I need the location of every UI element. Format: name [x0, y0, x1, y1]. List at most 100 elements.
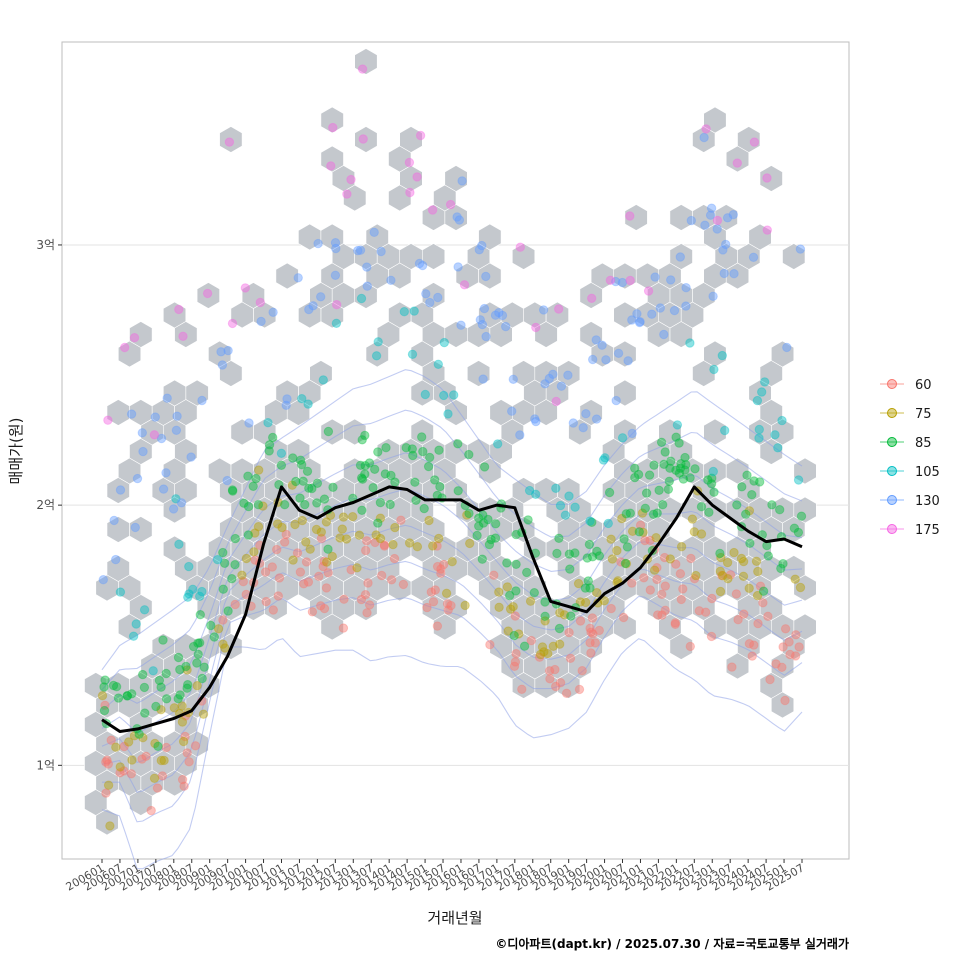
point-75 [736, 553, 747, 564]
point-85 [582, 553, 592, 563]
point-85 [319, 494, 330, 504]
point-60 [316, 601, 326, 611]
point-85 [151, 701, 161, 712]
point-130 [132, 473, 143, 484]
point-85 [430, 475, 440, 485]
hex-bin [376, 243, 400, 270]
point-75 [169, 703, 180, 713]
point-130 [176, 498, 187, 508]
point-75 [573, 578, 584, 589]
point-85 [671, 432, 681, 442]
point-75 [138, 733, 148, 743]
point-105 [184, 589, 194, 599]
point-60 [640, 535, 650, 546]
point-75 [277, 522, 287, 533]
data-points [97, 64, 807, 831]
point-75 [287, 480, 297, 490]
point-75 [178, 736, 189, 747]
legend-label: 85 [915, 436, 932, 451]
point-175 [762, 173, 772, 183]
point-85 [108, 680, 119, 691]
point-60 [510, 657, 521, 667]
point-130 [313, 238, 323, 249]
point-130 [611, 276, 621, 287]
point-60 [362, 608, 372, 618]
point-130 [611, 395, 621, 406]
point-85 [472, 530, 482, 541]
point-130 [256, 316, 266, 327]
point-75 [375, 513, 386, 523]
point-60 [137, 754, 147, 764]
point-75 [424, 515, 434, 526]
point-175 [749, 137, 760, 147]
point-85 [100, 675, 110, 685]
point-75 [555, 608, 565, 618]
point-60 [260, 567, 271, 577]
point-85 [564, 549, 575, 559]
point-85 [139, 682, 150, 693]
point-105 [115, 587, 126, 597]
point-85 [696, 502, 707, 512]
point-75 [124, 737, 134, 747]
point-75 [537, 642, 548, 652]
point-85 [565, 564, 575, 574]
point-85 [585, 583, 595, 593]
point-60 [446, 600, 456, 611]
point-130 [705, 210, 716, 220]
legend-label: 60 [915, 378, 932, 393]
point-75 [715, 586, 726, 597]
point-75 [390, 522, 400, 533]
point-175 [643, 286, 654, 296]
point-85 [619, 534, 629, 544]
point-175 [332, 300, 342, 310]
point-85 [666, 456, 676, 466]
point-60 [585, 638, 595, 648]
point-85 [592, 546, 602, 556]
point-130 [111, 554, 121, 565]
point-75 [441, 588, 452, 598]
point-85 [580, 583, 591, 593]
point-85 [195, 638, 205, 648]
point-85 [648, 509, 659, 519]
point-60 [763, 611, 773, 621]
point-75 [505, 604, 516, 614]
hex-bin [410, 379, 434, 407]
point-105 [443, 409, 453, 419]
point-60 [190, 741, 201, 751]
point-130 [150, 412, 161, 422]
point-105 [493, 439, 503, 449]
point-60 [100, 700, 110, 710]
point-130 [197, 395, 207, 406]
hex-bin [703, 535, 727, 563]
point-75 [192, 681, 202, 691]
point-175 [129, 333, 140, 343]
point-75 [127, 755, 137, 765]
point-105 [754, 433, 764, 443]
hex-bin [725, 652, 750, 680]
point-75 [237, 570, 247, 580]
point-105 [371, 351, 382, 361]
point-85 [113, 693, 124, 703]
point-85 [690, 464, 700, 474]
point-85 [173, 652, 184, 663]
point-60 [319, 556, 329, 566]
point-85 [193, 649, 203, 659]
point-85 [663, 484, 674, 494]
hex-bin [467, 360, 491, 387]
point-75 [335, 533, 345, 543]
point-175 [701, 124, 711, 134]
point-60 [339, 594, 349, 604]
point-130 [454, 215, 465, 225]
point-60 [272, 544, 282, 555]
point-105 [409, 306, 419, 316]
point-60 [146, 805, 156, 816]
point-60 [594, 625, 604, 636]
point-75 [156, 755, 167, 766]
point-75 [718, 571, 728, 581]
point-105 [183, 592, 193, 602]
point-85 [227, 574, 237, 584]
point-60 [428, 597, 439, 607]
point-60 [586, 648, 596, 658]
point-85 [435, 482, 445, 492]
point-60 [177, 774, 188, 785]
